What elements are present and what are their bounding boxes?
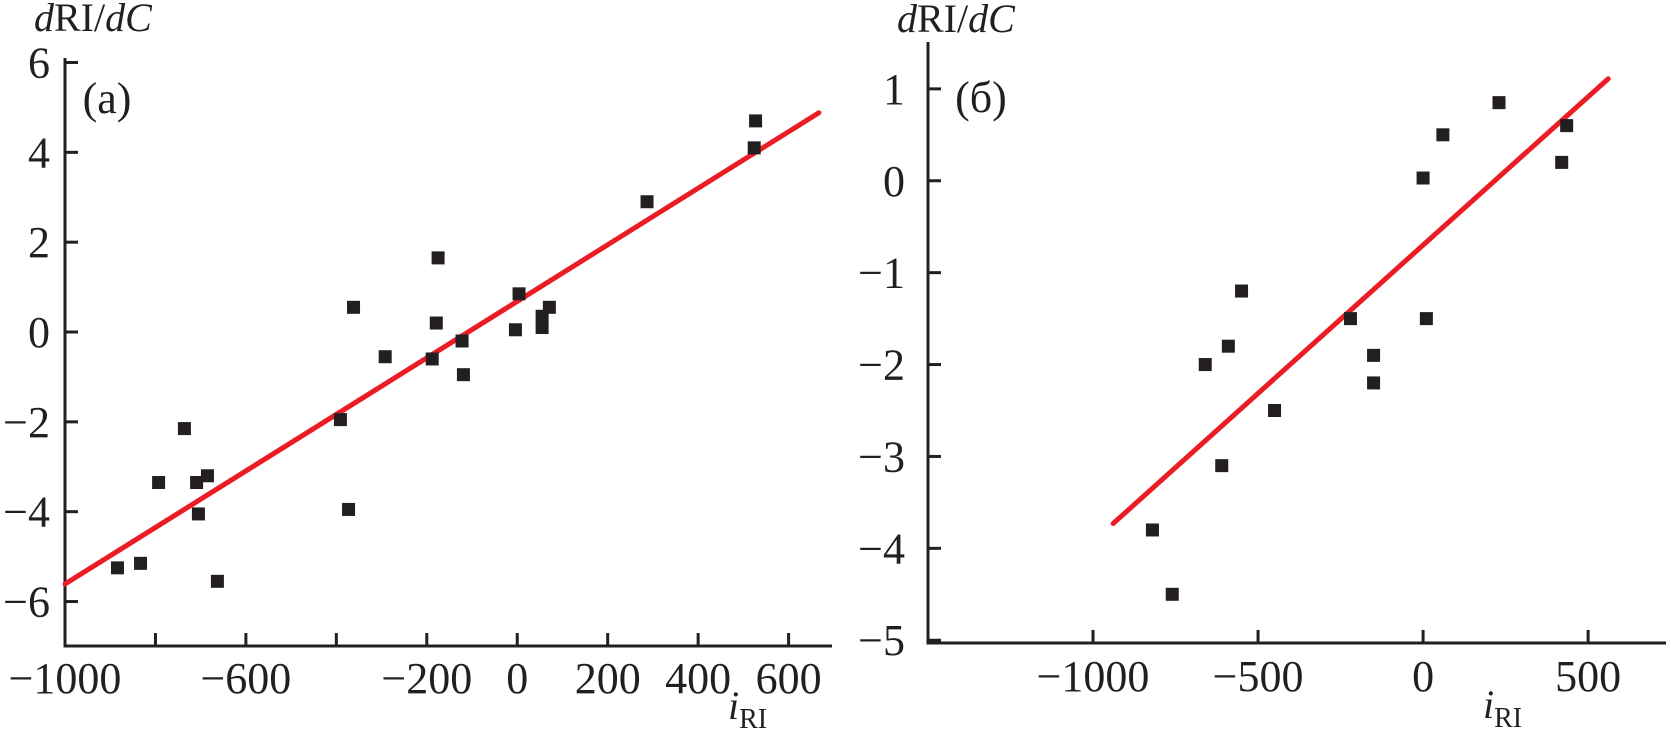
- data-point: [431, 251, 445, 265]
- data-point: [1343, 312, 1357, 326]
- x-tick-label: 200: [575, 654, 641, 703]
- data-point: [747, 141, 761, 155]
- panel-b: −1000 −500 0 500 1 0 −1 −2 −3 −4 −5 (б) dRI/dC iRI: [858, 0, 1666, 734]
- data-point: [749, 114, 763, 128]
- y-axis-title: dRI/dC: [897, 0, 1016, 41]
- data-point: [1268, 404, 1282, 418]
- data-point: [134, 556, 148, 570]
- data-point: [200, 469, 214, 483]
- data-point: [535, 321, 549, 335]
- panel-label: (a): [83, 74, 132, 123]
- x-axis-title: iRI: [728, 683, 767, 735]
- trend-line: [1110, 76, 1611, 527]
- x-tick-label: 400: [665, 654, 731, 703]
- data-point: [425, 352, 439, 366]
- data-point: [1235, 284, 1249, 298]
- data-point: [1221, 339, 1235, 353]
- y-tick-label: −6: [3, 578, 50, 627]
- data-point: [177, 422, 191, 436]
- data-point: [1436, 128, 1450, 142]
- y-tick-label: −2: [858, 341, 905, 390]
- y-tick-label: −2: [3, 398, 50, 447]
- data-point: [378, 350, 392, 364]
- data-point: [1215, 459, 1229, 473]
- data-point: [152, 475, 166, 489]
- x-tick-label: −1000: [9, 654, 122, 703]
- data-point: [455, 334, 469, 348]
- x-tick-label: 600: [756, 654, 822, 703]
- y-tick-label: 4: [28, 128, 50, 177]
- data-point: [1560, 119, 1574, 133]
- data-point: [456, 368, 470, 382]
- panel-label: (б): [955, 73, 1007, 122]
- panel-a: −1000 −600 −200 0 200 400 600 6 4 2 0 −2 −4 −6 (a) dRI/…: [3, 0, 832, 735]
- data-point: [1416, 171, 1430, 185]
- y-tick-label: −4: [3, 488, 50, 537]
- axes: [63, 58, 832, 648]
- data-point: [1367, 348, 1381, 362]
- y-tick-label: 6: [28, 38, 50, 87]
- data-point: [333, 413, 347, 427]
- data-point: [1367, 376, 1381, 390]
- x-tick-label: 0: [506, 654, 528, 703]
- data-point: [535, 309, 549, 323]
- data-point: [1198, 358, 1212, 372]
- data-point: [1165, 587, 1179, 601]
- y-tick-label: 2: [28, 218, 50, 267]
- data-point: [110, 561, 124, 575]
- y-tick-label: −1: [858, 249, 905, 298]
- y-tick-label: −5: [858, 616, 905, 665]
- x-axis-title: iRI: [1483, 682, 1522, 734]
- trend-line: [62, 110, 822, 587]
- data-point: [512, 287, 526, 301]
- y-axis-title: dRI/dC: [34, 0, 153, 40]
- data-point: [640, 195, 654, 209]
- y-tick-label: 1: [883, 65, 905, 114]
- data-point: [210, 574, 224, 588]
- data-point: [190, 475, 204, 489]
- y-tick-label: −3: [858, 432, 905, 481]
- x-tick-label: −200: [381, 654, 472, 703]
- data-point: [429, 316, 443, 330]
- data-point: [347, 300, 361, 314]
- data-point: [342, 502, 356, 516]
- y-tick-label: −4: [858, 524, 905, 573]
- data-point: [1555, 155, 1569, 169]
- data-point: [1419, 312, 1433, 326]
- x-tick-label: −1000: [1037, 652, 1150, 701]
- axes: [926, 42, 1666, 645]
- y-tick-label: 0: [28, 308, 50, 357]
- data-point: [1492, 96, 1506, 110]
- data-point: [508, 323, 522, 337]
- x-tick-label: 0: [1412, 652, 1434, 701]
- y-tick-label: 0: [883, 157, 905, 206]
- x-tick-label: −600: [200, 654, 291, 703]
- x-tick-label: 500: [1555, 652, 1621, 701]
- data-point: [191, 507, 205, 521]
- x-tick-label: −500: [1213, 652, 1304, 701]
- data-point: [1145, 523, 1159, 537]
